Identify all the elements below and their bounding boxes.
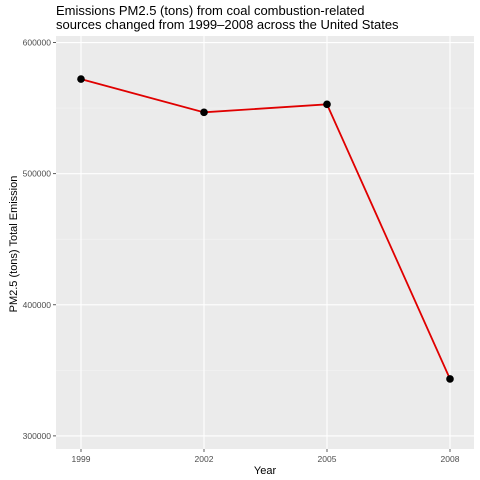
x-tick-label: 2008 [441,454,460,464]
data-point [77,75,85,83]
data-point [446,375,454,383]
y-axis-ticks: 300000 400000 500000 600000 [23,38,56,441]
y-tick-label: 500000 [23,169,52,179]
x-axis-ticks: 1999 2002 2005 2008 [72,449,460,464]
y-tick-label: 300000 [23,431,52,441]
plot-panel [56,36,474,449]
series-line [80,78,451,380]
x-tick-label: 1999 [72,454,91,464]
y-tick-label: 600000 [23,38,52,48]
chart-title-line-2: sources changed from 1999–2008 across th… [56,17,399,32]
x-axis-title: Year [254,465,277,477]
data-point [200,108,208,117]
chart-title: Emissions PM2.5 (tons) from coal combust… [56,4,476,32]
y-tick-label: 400000 [23,300,52,310]
x-tick-label: 2005 [318,454,337,464]
x-tick-label: 2002 [195,454,214,464]
series-layer [77,75,454,383]
data-point [323,100,331,109]
chart-title-line-1: Emissions PM2.5 (tons) from coal combust… [56,3,365,18]
y-axis-title: PM2.5 (tons) Total Emission [8,176,20,313]
